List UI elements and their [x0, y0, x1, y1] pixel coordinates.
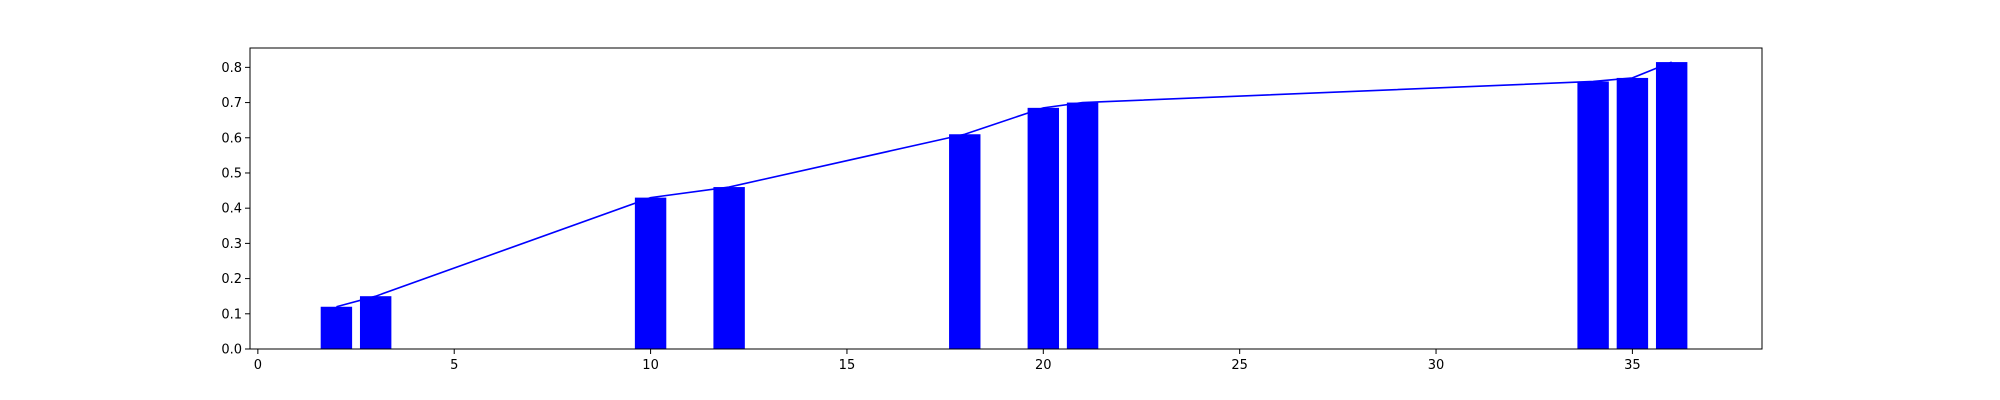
line-layer	[336, 61, 1672, 308]
x-tick-label: 20	[1035, 358, 1052, 373]
x-axis: 0 5 10 15 20 25 30 35	[254, 349, 1641, 373]
y-axis: 0.0 0.1 0.2 0.3 0.4 0.5 0.6 0.7 0.8	[221, 61, 250, 358]
y-tick-label: 0.7	[221, 96, 242, 111]
bar-x34	[1577, 81, 1609, 349]
y-tick-label: 0.8	[221, 61, 242, 76]
x-tick-label: 25	[1231, 358, 1248, 373]
bar-x12	[713, 187, 745, 349]
y-tick-label: 0.3	[221, 237, 242, 252]
x-tick-label: 10	[642, 358, 659, 373]
y-tick-label: 0.6	[221, 131, 242, 146]
series-line	[336, 61, 1672, 308]
bar-x3	[359, 296, 392, 349]
y-tick-label: 0.5	[221, 166, 242, 181]
plot-frame	[249, 47, 1763, 350]
bar-x21	[1066, 102, 1099, 349]
bar-x36	[1655, 62, 1688, 349]
bar-x18	[949, 134, 981, 349]
y-tick-label: 0.1	[221, 307, 242, 322]
bar-x10	[634, 197, 667, 349]
y-tick-label: 0.0	[221, 343, 242, 358]
bar-x2	[320, 306, 353, 349]
y-tick-label: 0.4	[221, 202, 242, 217]
bar-x20	[1027, 107, 1060, 349]
bar-group	[320, 62, 1688, 349]
y-tick-label: 0.2	[221, 272, 242, 287]
x-tick-label: 15	[839, 358, 856, 373]
x-tick-label: 30	[1428, 358, 1445, 373]
x-tick-label: 35	[1624, 358, 1641, 373]
x-tick-label: 5	[450, 358, 458, 373]
x-tick-label: 0	[254, 358, 262, 373]
bar-x35	[1616, 77, 1649, 349]
